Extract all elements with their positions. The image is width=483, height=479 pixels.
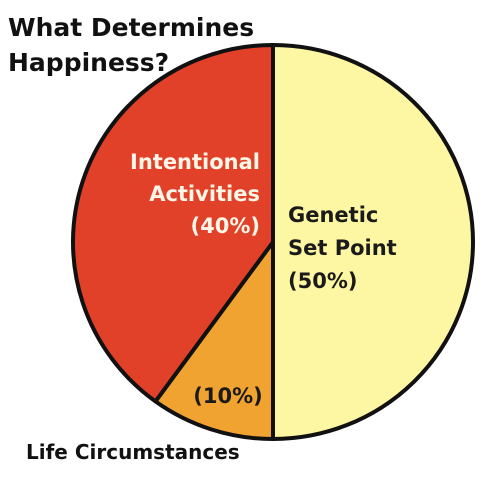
chart-title-line-2: Happiness? <box>8 48 169 77</box>
life-circumstances-label: Life Circumstances <box>26 440 240 464</box>
genetic-set-point-label-line-2: Set Point <box>288 236 397 260</box>
chart-title: What Determines Happiness? <box>8 13 254 77</box>
intentional-activities-label-line-2: Activities <box>149 182 260 206</box>
genetic-set-point-label-line-1: Genetic <box>288 203 378 227</box>
pie-slice-intentional-activities <box>70 43 275 404</box>
chart-title-line-1: What Determines <box>8 13 254 42</box>
life-circumstances-value-label: (10%) <box>193 384 262 408</box>
intentional-activities-value-label: (40%) <box>191 214 260 238</box>
pie-slice-genetic-set-point <box>271 43 475 441</box>
intentional-activities-label-line-1: Intentional <box>130 150 260 174</box>
pie-labels: Genetic Set Point (50%) (10%) Intentional Act… <box>130 150 397 408</box>
genetic-set-point-value-label: (50%) <box>288 269 357 293</box>
pie-slice-life-circumstances <box>153 240 275 441</box>
pie-slices <box>70 43 475 441</box>
